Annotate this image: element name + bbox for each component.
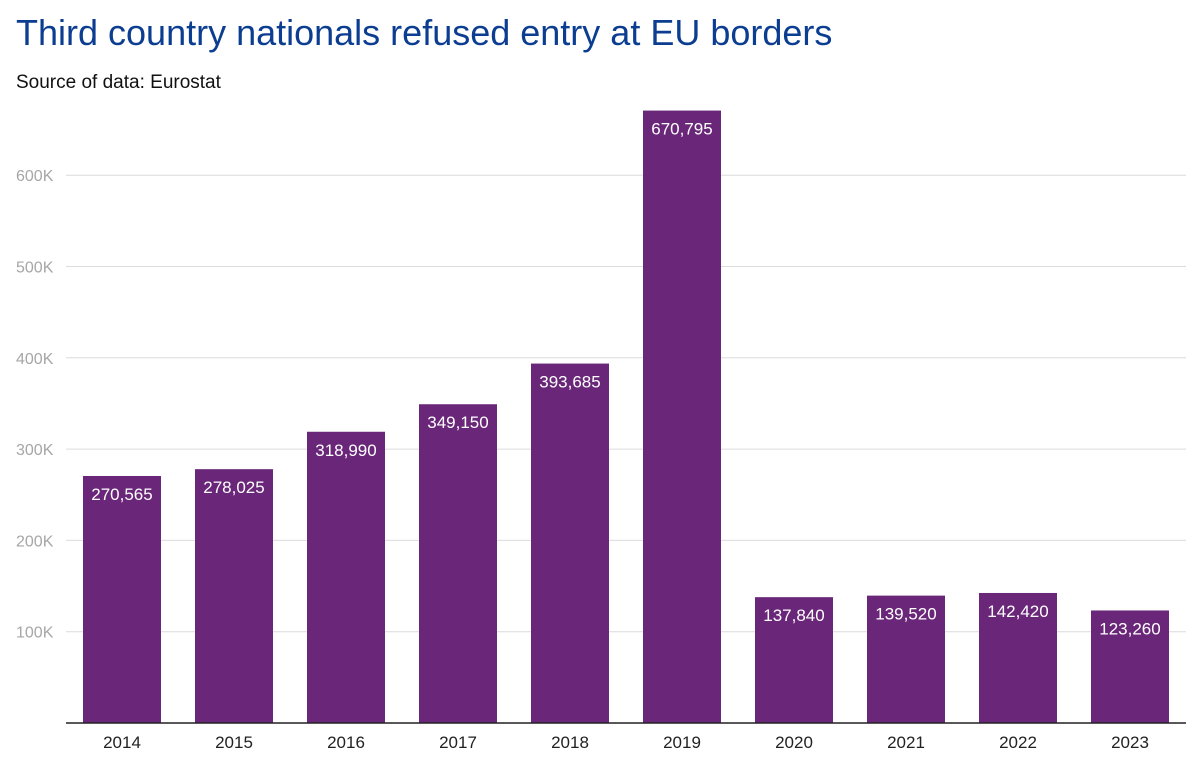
y-tick-label: 500K — [16, 260, 54, 277]
chart-title: Third country nationals refused entry at… — [16, 12, 833, 53]
x-axis-ticks: 2014 2015 2016 2017 2018 2019 2020 2021 2022 2023 — [103, 733, 1149, 752]
y-tick-label: 200K — [16, 533, 54, 550]
x-tick-label-2023: 2023 — [1111, 733, 1149, 752]
x-tick-label-2016: 2016 — [327, 733, 365, 752]
x-tick-label-2021: 2021 — [887, 733, 925, 752]
x-tick-label-2017: 2017 — [439, 733, 477, 752]
x-tick-label-2015: 2015 — [215, 733, 253, 752]
y-tick-label: 600K — [16, 168, 54, 185]
data-label-2015: 278,025 — [203, 478, 264, 497]
data-label-2022: 142,420 — [987, 602, 1048, 621]
y-tick-label: 300K — [16, 442, 54, 459]
bar-2023 — [1091, 610, 1169, 723]
x-tick-label-2014: 2014 — [103, 733, 141, 752]
bar-2017 — [419, 404, 497, 723]
bar-2015 — [195, 469, 273, 723]
data-label-2018: 393,685 — [539, 373, 600, 392]
data-label-2021: 139,520 — [875, 605, 936, 624]
bars — [83, 110, 1169, 724]
data-label-2019: 670,795 — [651, 120, 712, 139]
bar-2020 — [755, 597, 833, 723]
data-labels: 270,565 278,025 318,990 349,150 393,685 670,7… — [91, 120, 1160, 639]
bar-2021 — [867, 595, 945, 723]
data-label-2020: 137,840 — [763, 606, 824, 625]
bar-2018 — [531, 363, 609, 723]
data-label-2023: 123,260 — [1099, 619, 1160, 638]
chart-subtitle: Source of data: Eurostat — [16, 72, 221, 93]
y-tick-label: 400K — [16, 351, 54, 368]
x-tick-label-2022: 2022 — [999, 733, 1037, 752]
data-label-2014: 270,565 — [91, 485, 152, 504]
y-axis-ticks: 100K 200K 300K 400K 500K 600K — [16, 168, 54, 642]
bar-2022 — [979, 592, 1057, 723]
x-tick-label-2020: 2020 — [775, 733, 813, 752]
x-tick-label-2019: 2019 — [663, 733, 701, 752]
bar-2014 — [83, 475, 161, 723]
bar-2016 — [307, 431, 385, 723]
data-label-2017: 349,150 — [427, 413, 488, 432]
data-label-2016: 318,990 — [315, 441, 376, 460]
x-tick-label-2018: 2018 — [551, 733, 589, 752]
y-tick-label: 100K — [16, 625, 54, 642]
bar-2019 — [643, 110, 721, 724]
